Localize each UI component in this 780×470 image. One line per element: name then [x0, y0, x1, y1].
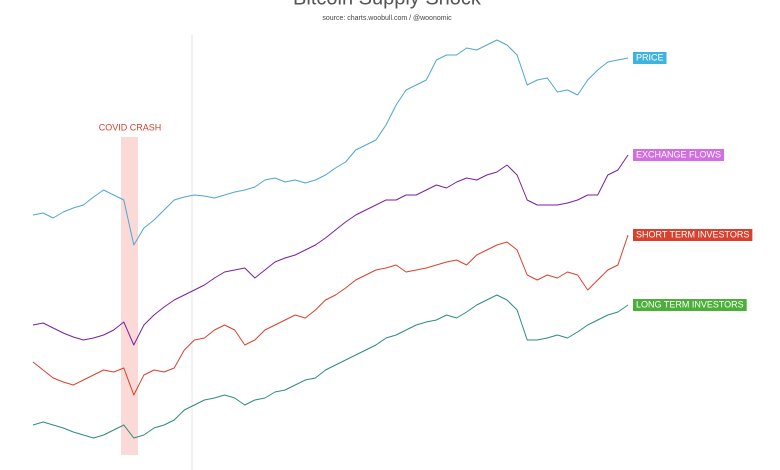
series-line — [32, 234, 629, 396]
annotation: COVID CRASH — [99, 122, 162, 132]
legend-entry: LONG TERM INVESTORS — [633, 299, 747, 311]
series-label: PRICE — [636, 52, 664, 62]
label-box — [633, 229, 753, 241]
legend-entry: EXCHANGE FLOWS — [633, 149, 725, 161]
series-line — [32, 154, 629, 346]
subtitle: source: charts.woobull.com / @woonomic — [322, 15, 452, 22]
label-box — [633, 149, 725, 161]
legend-entry: SHORT TERM INVESTORS — [633, 229, 753, 241]
legend-entry: PRICE — [633, 52, 667, 64]
series-line — [32, 39, 629, 246]
series-label: LONG TERM INVESTORS — [636, 299, 744, 309]
series-line — [32, 294, 629, 439]
chart-title: Bitcoin Supply Shock — [293, 0, 482, 9]
label-box — [633, 299, 747, 311]
covid-band — [121, 137, 138, 455]
label-box — [633, 52, 667, 64]
series-label: SHORT TERM INVESTORS — [636, 229, 749, 239]
series-label: EXCHANGE FLOWS — [636, 149, 721, 159]
